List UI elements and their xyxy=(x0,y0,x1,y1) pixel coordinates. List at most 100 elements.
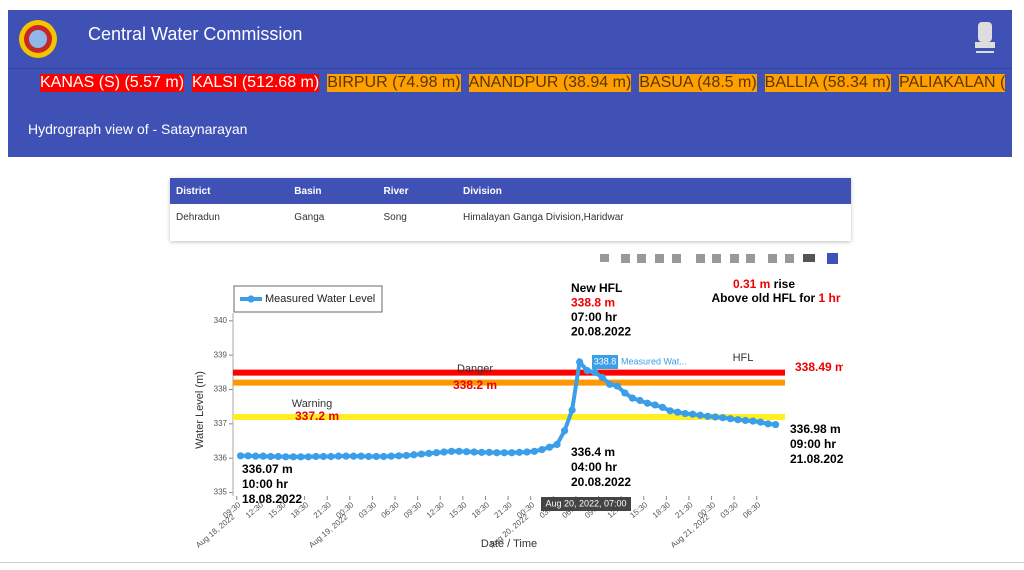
rise-note-part: 0.31 m xyxy=(733,277,770,291)
y-tick-label: 337 xyxy=(214,419,228,428)
hover-x: Aug 20, 2022, 07:00 xyxy=(545,498,626,508)
y-tick-label: 335 xyxy=(214,488,228,497)
data-point xyxy=(463,448,471,456)
data-point xyxy=(417,450,425,458)
x-tick-label: 21:30 xyxy=(312,500,334,520)
column-header: River xyxy=(377,178,457,204)
annotation: 336.4 m xyxy=(571,445,615,459)
data-point xyxy=(734,416,742,424)
data-point xyxy=(628,394,636,402)
x-tick-label: 21:30 xyxy=(673,500,695,520)
reference-name: Warning xyxy=(292,398,333,410)
data-point xyxy=(756,418,765,426)
station-button[interactable]: BIRPUR (74.98 m) xyxy=(327,74,461,92)
info-table: District Basin River Division Dehradun Ganga S… xyxy=(170,178,851,230)
data-point xyxy=(651,401,659,409)
data-point xyxy=(643,399,652,407)
station-strip: KANAS (S) (5.57 m) KALSI (512.68 m) BIRPUR… xyxy=(8,68,1012,101)
x-tick-label: 03:30 xyxy=(719,500,741,520)
x-tick-sublabel: Aug 18, 2022 xyxy=(194,512,237,548)
station-button[interactable]: KALSI (512.68 m) xyxy=(192,74,320,92)
data-point xyxy=(319,452,328,461)
reference-name: HFL xyxy=(733,352,754,364)
data-point xyxy=(538,446,546,454)
data-point xyxy=(696,411,704,419)
data-point xyxy=(327,452,335,461)
x-axis-title: Date / Time xyxy=(481,538,537,548)
data-point xyxy=(493,449,501,457)
data-point xyxy=(342,452,350,460)
data-point xyxy=(741,416,750,425)
annotation: 10:00 hr xyxy=(242,477,288,491)
annotation: 336.98 m xyxy=(790,422,841,436)
data-point xyxy=(598,373,606,382)
station-button[interactable]: ANANDPUR (38.94 m) xyxy=(468,74,632,92)
data-point xyxy=(689,410,697,418)
data-point xyxy=(447,447,456,455)
x-tick-sublabel: Aug 21, 2022 xyxy=(669,512,712,548)
table-row: Dehradun Ganga Song Himalayan Ganga Divisio… xyxy=(170,204,851,230)
data-point xyxy=(711,413,719,421)
column-header: District xyxy=(170,178,289,204)
logo[interactable] xyxy=(16,10,76,68)
station-button[interactable]: KANAS (S) (5.57 m) xyxy=(40,74,185,92)
y-tick-label: 336 xyxy=(214,453,228,462)
legend-label: Measured Water Level xyxy=(265,293,375,305)
reference-value: 338.49 m 28.06.2019 xyxy=(795,360,843,374)
x-tick-label: 18:30 xyxy=(651,500,673,520)
data-point xyxy=(357,452,365,460)
data-point xyxy=(568,406,576,414)
reference-value-label: 337.2 m xyxy=(295,409,339,423)
data-point xyxy=(553,440,561,449)
data-point xyxy=(681,409,689,418)
data-point xyxy=(289,453,297,461)
data-point xyxy=(470,448,478,456)
station-button[interactable]: BASUA (48.5 m) xyxy=(639,74,757,92)
x-tick-sublabel: Aug 19, 2022 xyxy=(307,512,350,548)
legend-dot xyxy=(247,295,255,303)
annotation: 07:00 hr xyxy=(571,310,617,324)
table-cell: Song xyxy=(383,211,407,223)
header: Central Water Commission xyxy=(8,10,1012,68)
reference-value-label: 338.49 m xyxy=(795,360,843,374)
data-point xyxy=(508,449,516,457)
data-point xyxy=(719,414,727,422)
data-point xyxy=(485,448,493,456)
reference-name: Danger xyxy=(457,363,493,375)
reference-value: 338.2 m xyxy=(453,378,497,392)
hover-x-box xyxy=(541,497,631,511)
data-point xyxy=(402,451,410,460)
data-point xyxy=(771,420,780,429)
rise-note-part: Above old HFL for xyxy=(711,291,818,305)
y-tick-label: 339 xyxy=(214,350,228,359)
column-header: Division xyxy=(456,178,851,204)
data-point xyxy=(372,452,380,461)
data-point xyxy=(560,427,569,435)
data-point xyxy=(365,452,373,461)
station-list: KANAS (S) (5.57 m) KALSI (512.68 m) BIRPUR… xyxy=(40,74,1006,92)
data-point xyxy=(380,452,388,461)
data-point xyxy=(259,452,267,460)
data-point xyxy=(274,452,282,461)
toolbar[interactable] xyxy=(600,253,838,264)
data-point xyxy=(658,403,667,411)
data-point xyxy=(583,367,591,375)
data-point xyxy=(440,448,448,456)
data-point xyxy=(304,453,312,461)
annotation: 09:00 hr xyxy=(790,437,836,451)
data-point xyxy=(395,452,403,460)
x-tick-label: 21:30 xyxy=(493,500,515,520)
data-point xyxy=(297,453,305,461)
subheader: Hydrograph view of - Sataynarayan xyxy=(8,101,1012,157)
data-point xyxy=(749,417,757,425)
station-button[interactable]: PALIAKALAN ( xyxy=(898,74,1006,92)
x-tick-label: 18:30 xyxy=(470,500,492,520)
data-point xyxy=(410,451,418,459)
data-point xyxy=(674,408,682,416)
data-point xyxy=(267,452,275,461)
x-tick-label: 15:30 xyxy=(447,500,469,520)
annotation: 20.08.2022 xyxy=(571,325,631,339)
station-button[interactable]: BALLIA (58.34 m) xyxy=(764,74,891,92)
rise-note: Above old HFL for 1 hr xyxy=(711,291,840,305)
